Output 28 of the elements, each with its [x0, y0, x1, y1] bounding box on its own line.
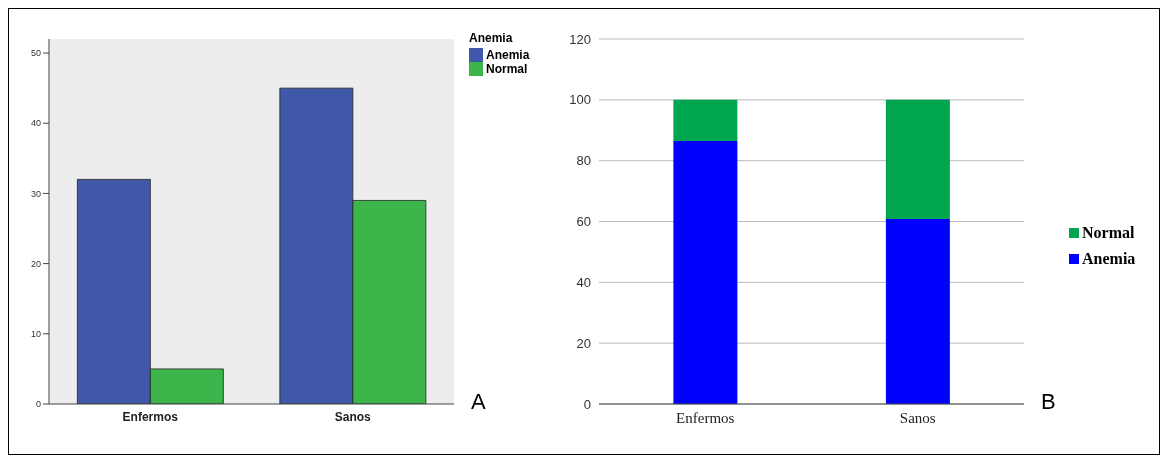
y-tick-label: 20: [576, 335, 591, 351]
y-tick-label: 80: [576, 153, 591, 169]
bar: [885, 219, 950, 404]
bar: [885, 99, 950, 220]
x-tick-label: Enfermos: [676, 409, 735, 426]
x-tick-label: Enfermos: [122, 409, 179, 424]
legend-label: Anemia: [486, 48, 530, 62]
y-tick-label: 60: [576, 214, 591, 230]
y-tick-label: 0: [35, 399, 41, 410]
y-tick-label: 100: [569, 92, 591, 108]
y-tick-label: 0: [583, 396, 591, 412]
y-tick-label: 40: [30, 118, 41, 129]
legend-title: Anemia: [469, 31, 514, 45]
x-tick-label: Sanos: [334, 409, 372, 424]
y-tick-label: 120: [569, 31, 591, 47]
y-tick-label: 40: [576, 274, 591, 290]
legend-label: Normal: [1082, 224, 1135, 242]
bar: [673, 140, 738, 404]
text: B: [1041, 389, 1056, 415]
y-tick-label: 50: [30, 48, 41, 59]
y-tick-label: 20: [30, 258, 41, 269]
x-tick-label: Sanos: [899, 409, 936, 426]
bar: [673, 99, 738, 141]
y-tick-label: 10: [30, 329, 41, 339]
text: A: [471, 389, 486, 415]
y-tick-label: 30: [30, 188, 41, 199]
legend-label: Normal: [486, 62, 528, 76]
legend-label: Anemia: [1082, 250, 1136, 268]
